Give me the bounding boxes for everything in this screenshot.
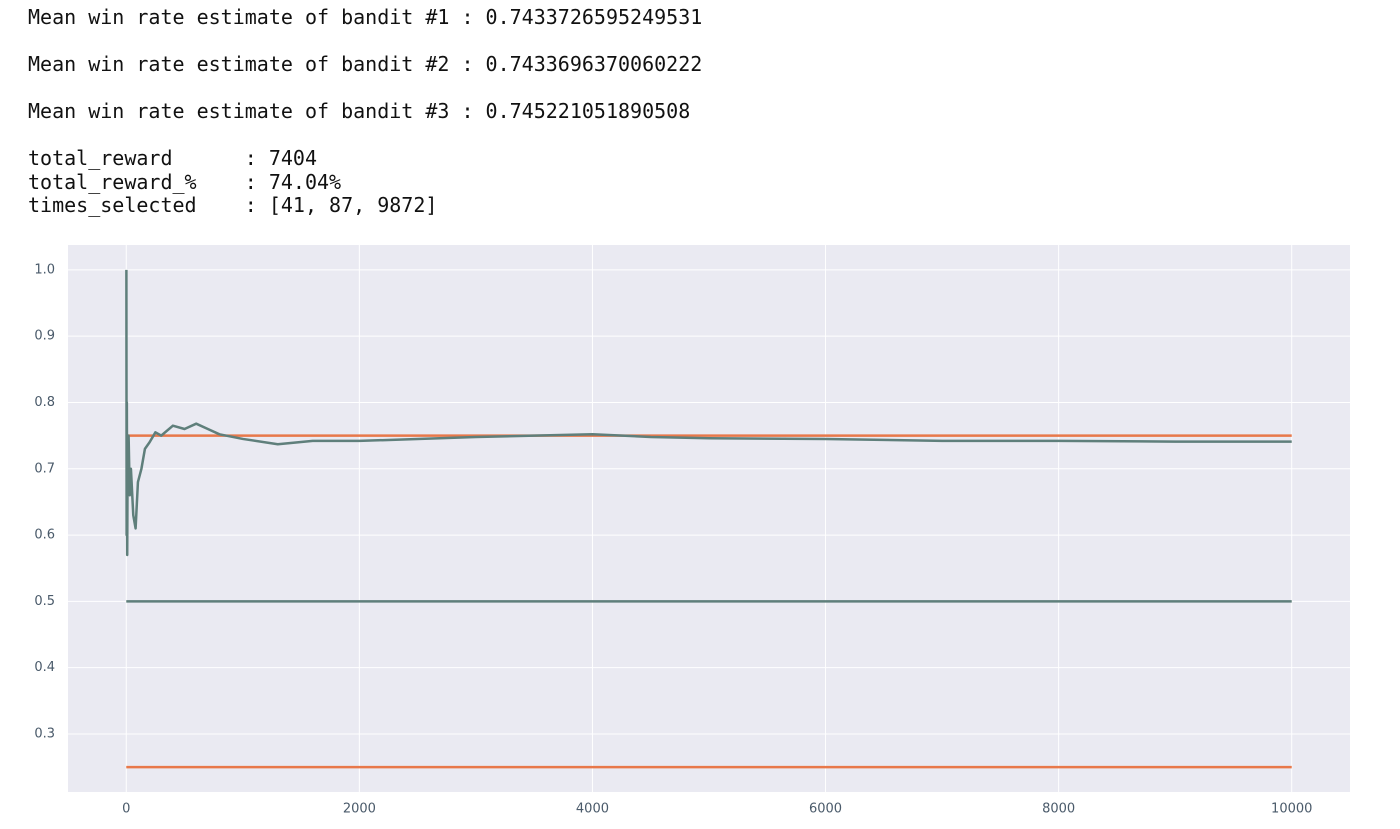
plot-area [68, 245, 1350, 792]
y-tick-label: 0.6 [34, 528, 55, 543]
x-tick-label: 4000 [576, 802, 609, 817]
summary-line: total_reward : 7404 [28, 146, 317, 170]
x-tick-label: 10000 [1271, 802, 1312, 817]
data-line [125, 269, 1292, 557]
y-tick-label: 0.7 [34, 461, 55, 476]
y-tick-label: 0.3 [34, 726, 55, 741]
x-tick-label: 2000 [343, 802, 376, 817]
y-tick-label: 0.9 [34, 329, 55, 344]
x-tick-label: 8000 [1042, 802, 1075, 817]
x-tick-label: 0 [122, 802, 130, 817]
estimate-line: Mean win rate estimate of bandit #3 : 0.… [28, 99, 691, 123]
y-tick-label: 0.4 [34, 660, 55, 675]
y-tick-label: 0.8 [34, 395, 55, 410]
y-tick-label: 1.0 [34, 262, 55, 277]
estimate-line: Mean win rate estimate of bandit #2 : 0.… [28, 52, 703, 76]
x-tick-label: 6000 [809, 802, 842, 817]
y-tick-label: 0.5 [34, 594, 55, 609]
summary-line: times_selected : [41, 87, 9872] [28, 193, 438, 217]
estimate-line: Mean win rate estimate of bandit #1 : 0.… [28, 5, 703, 29]
summary-line: total_reward_% : 74.04% [28, 170, 342, 194]
